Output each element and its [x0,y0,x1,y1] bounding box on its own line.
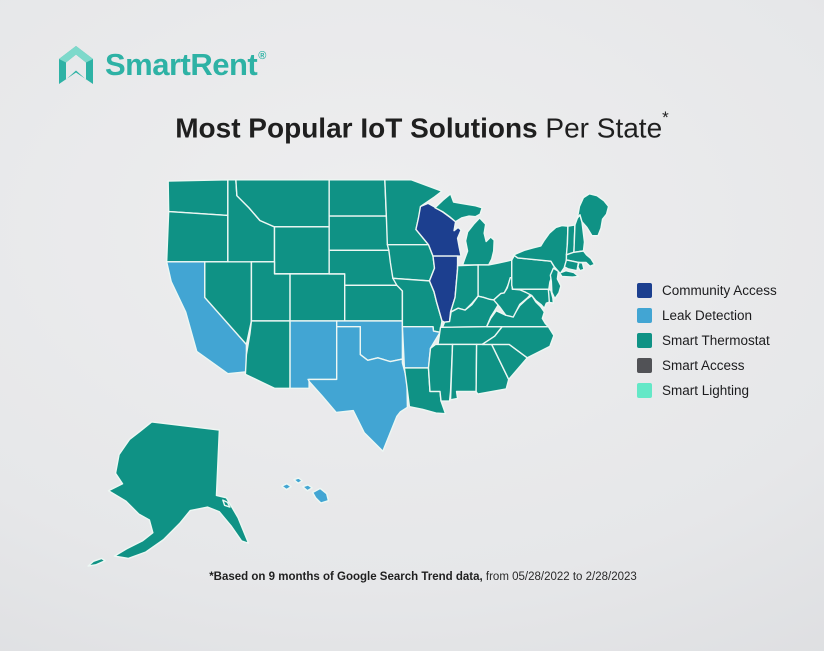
state-DE [548,289,553,303]
footnote-regular: from 05/28/2022 to 2/28/2023 [482,571,637,583]
state-IA [387,245,434,281]
page-title: Most Popular IoT Solutions Per State* [10,108,824,144]
state-NM [290,321,337,388]
state-WY [274,227,329,274]
state-OR [167,212,228,262]
title-asterisk: * [662,108,669,127]
state-AL [451,344,477,399]
state-HI [282,478,329,503]
legend-swatch-smart-thermostat [637,333,652,348]
legend-item-leak-detection: Leak Detection [637,308,777,323]
state-KY [443,293,505,327]
legend-swatch-community-access [637,283,652,298]
title-regular: Per State [537,112,663,144]
state-SD [329,216,389,250]
map-legend: Community Access Leak Detection Smart Th… [637,283,777,408]
footnote-bold: *Based on 9 months of Google Search Tren… [209,571,483,583]
house-logo-icon [59,46,93,84]
state-CO [290,274,345,321]
legend-swatch-smart-access [637,358,652,373]
state-NC [482,327,554,358]
legend-swatch-leak-detection [637,308,652,323]
state-RI [578,262,584,270]
state-MI [435,194,494,265]
us-states-map [70,170,630,580]
state-ND [329,180,386,216]
state-NJ [550,268,561,299]
state-AZ [245,321,290,388]
state-TX [308,327,407,452]
state-ME [577,194,608,236]
footnote: *Based on 9 months of Google Search Tren… [11,571,824,583]
state-AK [88,422,248,566]
state-KS [345,285,403,321]
brand-logo: SmartRent® [56,44,266,86]
title-bold: Most Popular IoT Solutions [175,112,538,144]
state-WA [168,180,228,216]
legend-item-smart-thermostat: Smart Thermostat [637,333,777,348]
brand-name: SmartRent® [105,47,267,82]
legend-item-smart-access: Smart Access [637,358,777,373]
legend-swatch-smart-lighting [637,383,652,398]
state-CT [564,260,578,271]
registered-mark: ® [258,49,267,62]
legend-item-smart-lighting: Smart Lighting [637,383,777,398]
legend-item-community-access: Community Access [637,283,777,298]
